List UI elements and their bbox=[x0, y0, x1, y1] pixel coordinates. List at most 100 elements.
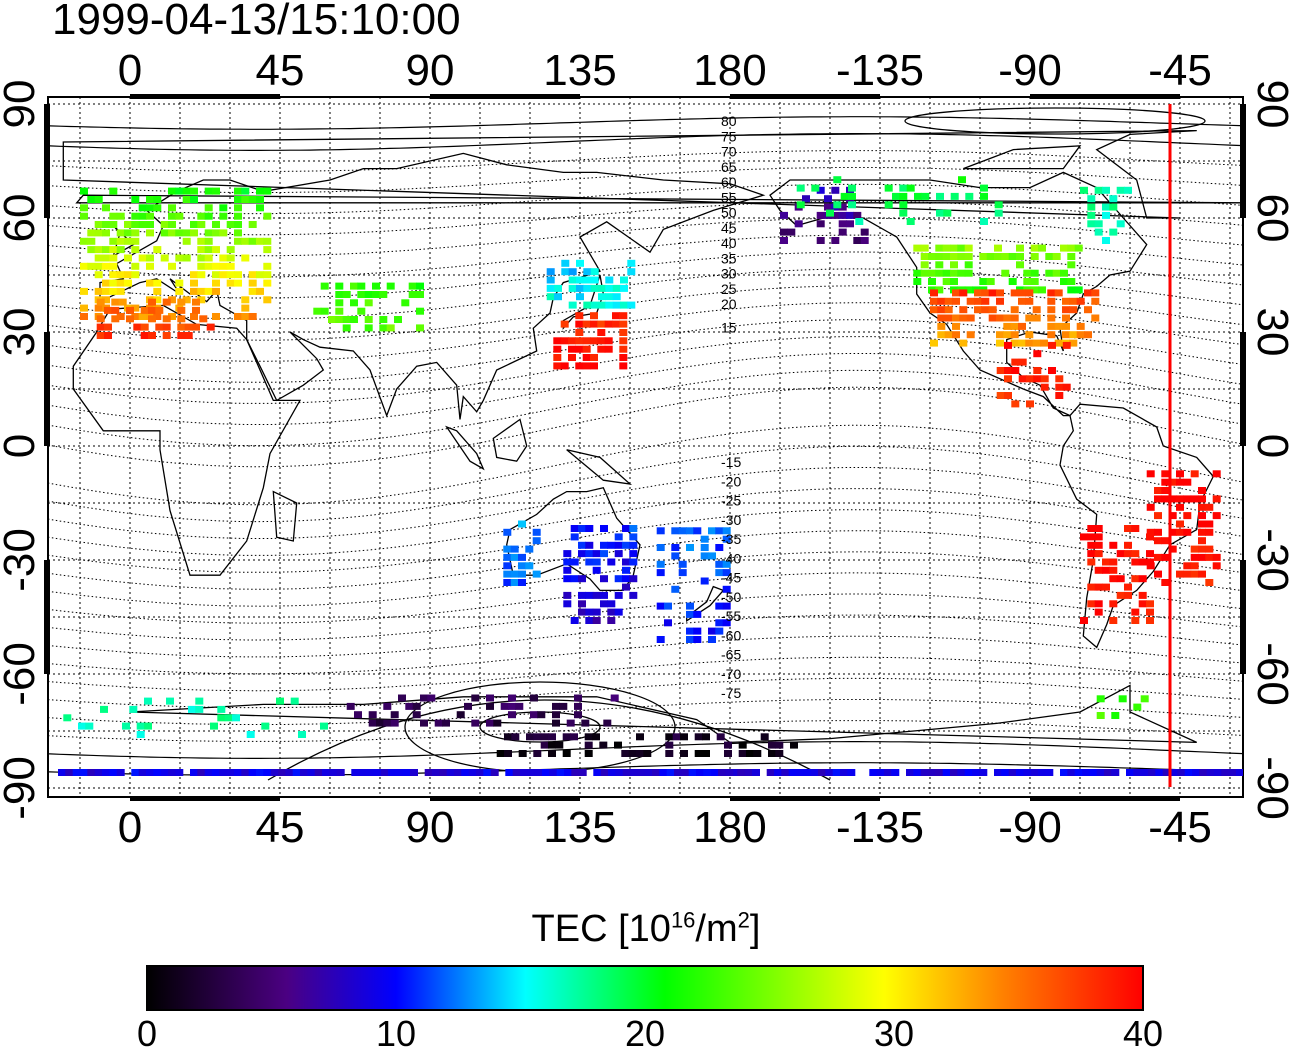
tec-cell bbox=[146, 204, 154, 212]
tec-cell bbox=[197, 212, 206, 220]
tec-cell bbox=[1018, 358, 1027, 366]
tec-cell bbox=[1183, 528, 1192, 536]
tec-cell bbox=[1109, 600, 1118, 608]
lon-tick-label-top: -135 bbox=[836, 46, 924, 95]
tec-cell bbox=[920, 261, 929, 269]
tec-cell bbox=[80, 304, 88, 312]
tec-cell bbox=[554, 293, 562, 301]
tec-cell bbox=[94, 196, 103, 203]
tec-cell bbox=[725, 769, 734, 776]
tec-cell bbox=[87, 262, 96, 270]
tec-cell bbox=[1016, 244, 1024, 252]
tec-cell bbox=[1010, 339, 1019, 347]
tec-cell bbox=[575, 329, 584, 336]
tec-cell bbox=[570, 558, 579, 566]
tec-cell bbox=[884, 769, 892, 776]
tec-cell bbox=[1038, 769, 1046, 776]
tec-cell bbox=[766, 769, 775, 776]
tec-cell bbox=[226, 246, 235, 254]
tec-cell bbox=[637, 769, 646, 776]
tec-cell bbox=[553, 345, 562, 353]
tec-cell bbox=[427, 694, 436, 702]
tec-cell bbox=[818, 769, 826, 776]
tec-cell bbox=[320, 282, 329, 290]
tec-cell bbox=[578, 600, 586, 608]
contour-label: 20 bbox=[721, 296, 737, 312]
tec-cell bbox=[1062, 314, 1070, 322]
tec-cell bbox=[109, 237, 118, 245]
tec-cell bbox=[1190, 562, 1199, 570]
tec-cell bbox=[540, 741, 549, 749]
tec-cell bbox=[980, 218, 988, 225]
tec-cell bbox=[1116, 575, 1125, 583]
tec-cell bbox=[1131, 617, 1140, 624]
tec-cell bbox=[560, 337, 569, 345]
tec-cell bbox=[1116, 220, 1125, 228]
tec-cell bbox=[622, 583, 630, 591]
tec-cell bbox=[665, 733, 674, 741]
tec-cell bbox=[434, 719, 443, 727]
tec-cell bbox=[700, 535, 709, 543]
tec-cell bbox=[1102, 237, 1110, 244]
tec-cell bbox=[884, 184, 893, 192]
tec-cell bbox=[988, 306, 997, 314]
contour-label: 45 bbox=[721, 220, 737, 236]
tec-cell bbox=[146, 254, 154, 262]
tec-cell bbox=[505, 769, 514, 776]
tec-cell bbox=[80, 287, 88, 295]
tec-cell bbox=[622, 525, 630, 532]
tec-cell bbox=[248, 237, 257, 245]
tec-cell bbox=[936, 209, 944, 217]
tec-cell bbox=[102, 246, 110, 254]
tec-cell bbox=[263, 279, 272, 287]
tec-cell bbox=[585, 608, 594, 616]
lat-tick-label-right: 90 bbox=[1248, 80, 1292, 129]
tec-cell bbox=[160, 769, 169, 776]
tec-cell bbox=[582, 337, 591, 345]
tec-cell bbox=[129, 705, 138, 713]
tec-cell bbox=[197, 246, 206, 254]
tec-cell bbox=[116, 229, 125, 237]
tec-cell bbox=[412, 711, 421, 719]
tec-cell bbox=[848, 192, 856, 200]
tec-cell bbox=[525, 545, 534, 553]
tec-cell bbox=[1048, 341, 1056, 349]
frame-bar bbox=[730, 796, 880, 801]
tec-cell bbox=[503, 528, 512, 536]
tec-cell bbox=[1177, 769, 1186, 776]
tec-cell bbox=[920, 244, 929, 252]
tec-cell bbox=[138, 204, 147, 212]
tec-cell bbox=[285, 769, 294, 776]
tec-cell bbox=[241, 237, 250, 245]
tec-cell bbox=[512, 769, 521, 776]
tec-cell bbox=[131, 221, 140, 228]
tec-cell bbox=[175, 229, 184, 237]
tec-cell bbox=[585, 541, 594, 549]
tec-cell bbox=[206, 323, 215, 331]
tec-cell bbox=[722, 602, 731, 610]
tec-cell bbox=[656, 602, 665, 610]
tec-cell bbox=[1008, 278, 1017, 285]
tec-cell bbox=[831, 211, 840, 219]
tec-cell bbox=[248, 279, 257, 287]
tec-cell bbox=[671, 585, 680, 593]
tec-cell bbox=[412, 702, 421, 710]
tec-cell bbox=[109, 187, 118, 195]
tec-data-cells bbox=[58, 176, 1243, 776]
tec-cell bbox=[598, 301, 606, 309]
tec-cell bbox=[1138, 600, 1147, 608]
lon-tick-label-top: 90 bbox=[406, 46, 455, 95]
tec-cell bbox=[988, 289, 997, 297]
tec-cell bbox=[584, 733, 593, 741]
tec-cell bbox=[605, 276, 614, 284]
tec-cell bbox=[131, 229, 140, 237]
tec-cell bbox=[1047, 297, 1056, 305]
tec-cell bbox=[619, 320, 628, 328]
tec-cell bbox=[775, 750, 784, 757]
tec-cell bbox=[160, 254, 169, 262]
tec-cell bbox=[168, 296, 176, 304]
tec-cell bbox=[1087, 533, 1096, 541]
tec-cell bbox=[942, 769, 951, 776]
tec-cell bbox=[952, 314, 960, 322]
tec-cell bbox=[803, 769, 812, 776]
